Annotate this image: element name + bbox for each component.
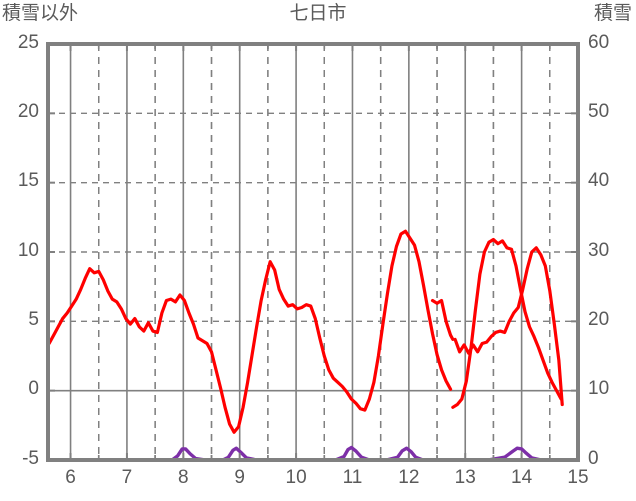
x-axis-tick-label: 11 <box>342 467 363 488</box>
x-axis-tick-label: 13 <box>454 467 476 488</box>
series-line-snow-depth <box>47 445 563 462</box>
left-axis-tick-label: 5 <box>28 308 39 330</box>
right-axis-tick-label: 10 <box>588 378 610 400</box>
left-axis-tick-label: 20 <box>17 100 39 122</box>
x-axis-tick-label: 10 <box>285 467 307 488</box>
left-axis-tick-label: -5 <box>22 447 39 469</box>
series-line-temperature <box>47 229 453 434</box>
left-axis-tick-label: 0 <box>28 378 39 400</box>
series-line-temperature <box>430 298 455 341</box>
x-axis-tick-label: 7 <box>121 467 133 488</box>
right-axis-title: 積雪 <box>593 3 632 24</box>
right-axis-tick-label: 40 <box>588 170 610 192</box>
x-axis-tick-label: 6 <box>65 467 76 488</box>
right-axis-tick-label: 0 <box>588 447 599 469</box>
left-axis-tick-label: 25 <box>17 31 39 53</box>
right-axis-tick-label: 30 <box>588 239 610 261</box>
x-axis-tick-label: 9 <box>234 467 245 488</box>
left-axis-tick-label: 10 <box>17 239 39 261</box>
grid-layer <box>48 43 578 460</box>
left-axis-tick-label: 15 <box>17 170 39 192</box>
series-layer <box>47 229 564 462</box>
series-line-temperature <box>453 246 564 407</box>
x-axis-tick-label: 8 <box>178 467 189 488</box>
x-axis-tick-label: 15 <box>567 467 589 488</box>
chart-title: 七日市 <box>289 3 347 24</box>
right-axis-tick-label: 60 <box>588 31 610 53</box>
right-axis-tick-label: 20 <box>588 308 610 330</box>
right-axis-tick-label: 50 <box>588 100 610 122</box>
left-axis-title: 積雪以外 <box>2 3 79 24</box>
x-axis-tick-label: 14 <box>511 467 533 488</box>
x-axis-tick-label: 12 <box>398 467 420 488</box>
tick-marks <box>48 43 579 461</box>
